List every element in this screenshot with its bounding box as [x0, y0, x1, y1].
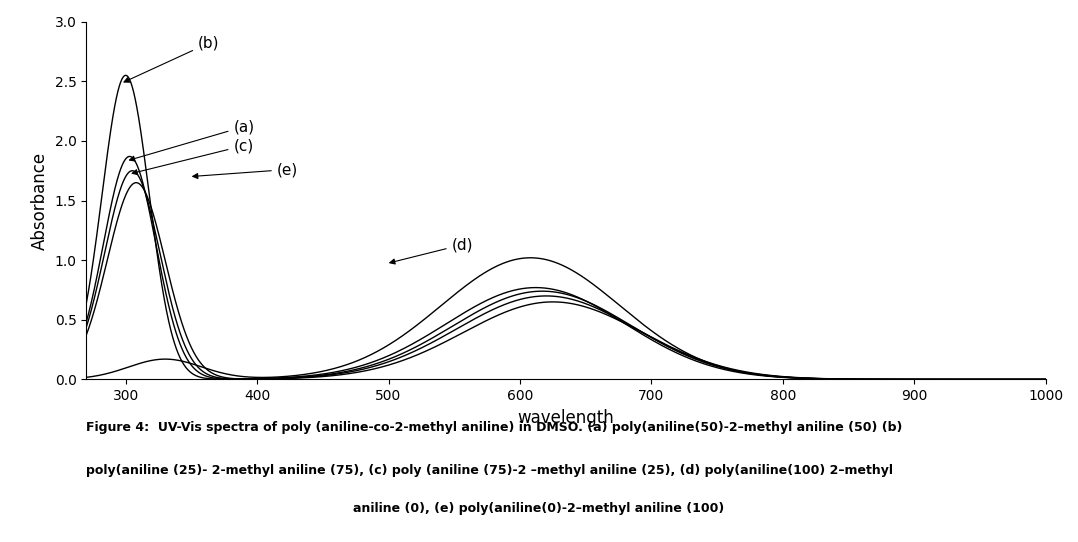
Text: (d): (d) [390, 237, 473, 264]
Text: Figure 4:  UV-Vis spectra of poly (aniline-co-2-methyl aniline) in DMSO. (a) pol: Figure 4: UV-Vis spectra of poly (anilin… [86, 421, 902, 434]
Text: (a): (a) [129, 119, 254, 161]
Text: poly(aniline (25)- 2-methyl aniline (75), (c) poly (aniline (75)-2 –methyl anili: poly(aniline (25)- 2-methyl aniline (75)… [86, 464, 894, 477]
Text: (b): (b) [124, 36, 220, 82]
Text: aniline (0), (e) poly(aniline(0)-2–methyl aniline (100): aniline (0), (e) poly(aniline(0)-2–methy… [354, 502, 724, 515]
Y-axis label: Absorbance: Absorbance [31, 151, 49, 250]
Text: (e): (e) [193, 162, 298, 178]
Text: (c): (c) [133, 138, 253, 175]
X-axis label: wavelength: wavelength [517, 409, 614, 427]
